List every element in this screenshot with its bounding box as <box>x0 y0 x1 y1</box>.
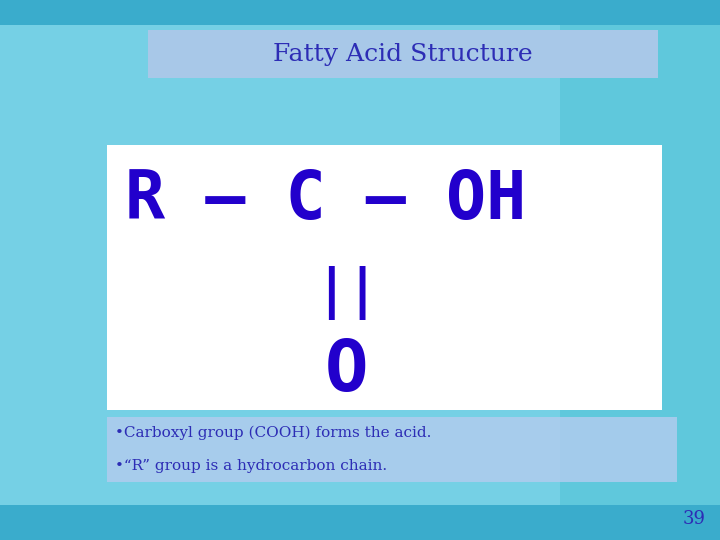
Text: ||: || <box>315 266 379 320</box>
FancyBboxPatch shape <box>0 505 720 540</box>
FancyBboxPatch shape <box>0 25 560 510</box>
Text: •Carboxyl group (COOH) forms the acid.: •Carboxyl group (COOH) forms the acid. <box>115 426 431 440</box>
FancyBboxPatch shape <box>148 30 658 78</box>
Text: Fatty Acid Structure: Fatty Acid Structure <box>273 43 533 65</box>
FancyBboxPatch shape <box>107 417 677 482</box>
Text: 39: 39 <box>683 510 706 528</box>
FancyBboxPatch shape <box>107 145 662 410</box>
Text: •“R” group is a hydrocarbon chain.: •“R” group is a hydrocarbon chain. <box>115 459 387 473</box>
Text: R – C – OH: R – C – OH <box>125 167 526 233</box>
FancyBboxPatch shape <box>0 0 720 25</box>
Text: O: O <box>325 338 369 407</box>
